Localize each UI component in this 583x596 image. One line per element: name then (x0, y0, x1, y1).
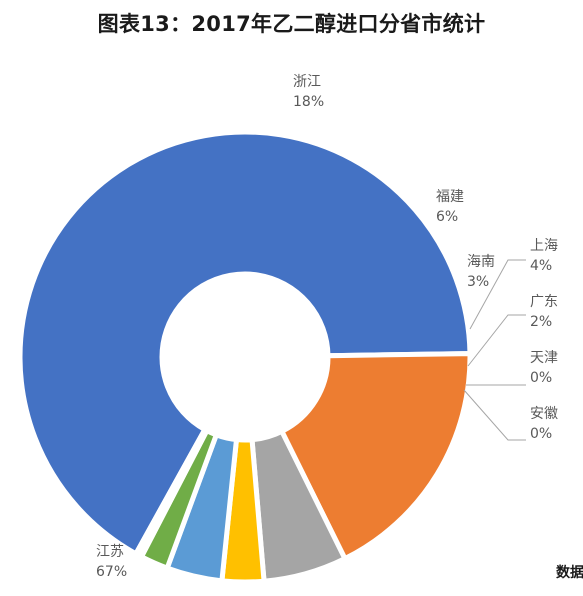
slice-name-label-2: 浙江 (293, 74, 321, 90)
chart-title: 图表13：2017年乙二醇进口分省市统计 (97, 12, 486, 36)
slice-labels: 江苏 67% 浙江 18% 福建 6% 海南 3% 上海 4% 广东 2% 天津 0% 安徽 0% (96, 74, 558, 580)
slice-value-label-6: 2% (530, 314, 552, 330)
slice-value-label-8: 0% (530, 426, 552, 442)
slice-name-label-5: 上海 (530, 238, 558, 254)
slice-value-label-5: 4% (530, 258, 552, 274)
slice-name-label-3: 福建 (436, 189, 464, 205)
slice-name-label-8: 安徽 (530, 406, 558, 422)
slice-1 (17, 129, 473, 558)
donut-slices (17, 129, 473, 585)
slice-2 (278, 351, 473, 562)
slice-name-label-4: 海南 (467, 254, 495, 270)
slice-value-label-3: 6% (436, 209, 458, 225)
leader-lines (463, 259, 526, 441)
leader-line-5 (469, 259, 526, 330)
slice-value-label-4: 3% (467, 274, 489, 290)
slice-name-label-1: 江苏 (96, 544, 124, 560)
source-note: 数据 (556, 565, 583, 581)
slice-8 (132, 426, 210, 559)
slice-value-label-1: 67% (96, 564, 127, 580)
slice-value-label-2: 18% (293, 94, 324, 110)
leader-line-8 (463, 389, 526, 441)
leader-line-6 (467, 314, 526, 367)
slice-name-label-6: 广东 (530, 294, 558, 310)
slice-name-label-7: 天津 (530, 350, 558, 366)
slice-value-label-7: 0% (530, 370, 552, 386)
